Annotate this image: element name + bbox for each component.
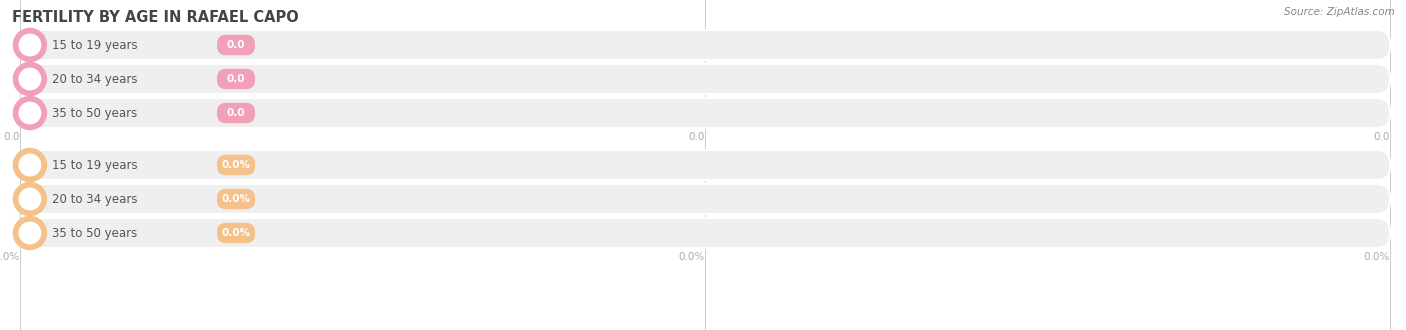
FancyBboxPatch shape: [20, 150, 1391, 180]
FancyBboxPatch shape: [20, 184, 1391, 214]
FancyBboxPatch shape: [217, 103, 254, 123]
Text: 0.0: 0.0: [226, 40, 245, 50]
FancyBboxPatch shape: [20, 218, 1391, 248]
Text: 0.0%: 0.0%: [0, 252, 20, 262]
Text: 15 to 19 years: 15 to 19 years: [52, 39, 138, 51]
Text: 0.0: 0.0: [689, 132, 704, 142]
Text: 0.0: 0.0: [226, 74, 245, 84]
Circle shape: [14, 216, 46, 249]
Text: 0.0: 0.0: [1374, 132, 1391, 142]
Text: 0.0%: 0.0%: [222, 194, 250, 204]
Text: 35 to 50 years: 35 to 50 years: [52, 226, 138, 240]
FancyBboxPatch shape: [217, 223, 254, 243]
FancyBboxPatch shape: [217, 189, 254, 209]
Circle shape: [20, 154, 41, 176]
Text: 0.0%: 0.0%: [679, 252, 704, 262]
Circle shape: [20, 102, 41, 124]
Circle shape: [14, 28, 46, 61]
Text: 20 to 34 years: 20 to 34 years: [52, 73, 138, 85]
FancyBboxPatch shape: [217, 155, 254, 175]
Circle shape: [14, 182, 46, 215]
Text: 20 to 34 years: 20 to 34 years: [52, 192, 138, 206]
Text: 0.0: 0.0: [226, 108, 245, 118]
Text: 15 to 19 years: 15 to 19 years: [52, 158, 138, 172]
Text: 0.0%: 0.0%: [222, 228, 250, 238]
Text: FERTILITY BY AGE IN RAFAEL CAPO: FERTILITY BY AGE IN RAFAEL CAPO: [13, 10, 298, 25]
Circle shape: [20, 188, 41, 210]
Circle shape: [20, 68, 41, 90]
Text: 35 to 50 years: 35 to 50 years: [52, 107, 138, 119]
Circle shape: [20, 34, 41, 56]
FancyBboxPatch shape: [20, 30, 1391, 60]
FancyBboxPatch shape: [20, 98, 1391, 128]
Text: 0.0%: 0.0%: [222, 160, 250, 170]
FancyBboxPatch shape: [217, 69, 254, 89]
Text: Source: ZipAtlas.com: Source: ZipAtlas.com: [1284, 7, 1395, 17]
FancyBboxPatch shape: [20, 64, 1391, 94]
Circle shape: [14, 96, 46, 129]
Text: 0.0: 0.0: [4, 132, 20, 142]
Text: 0.0%: 0.0%: [1364, 252, 1391, 262]
Circle shape: [14, 62, 46, 95]
Circle shape: [14, 148, 46, 182]
Circle shape: [20, 222, 41, 244]
FancyBboxPatch shape: [217, 35, 254, 55]
